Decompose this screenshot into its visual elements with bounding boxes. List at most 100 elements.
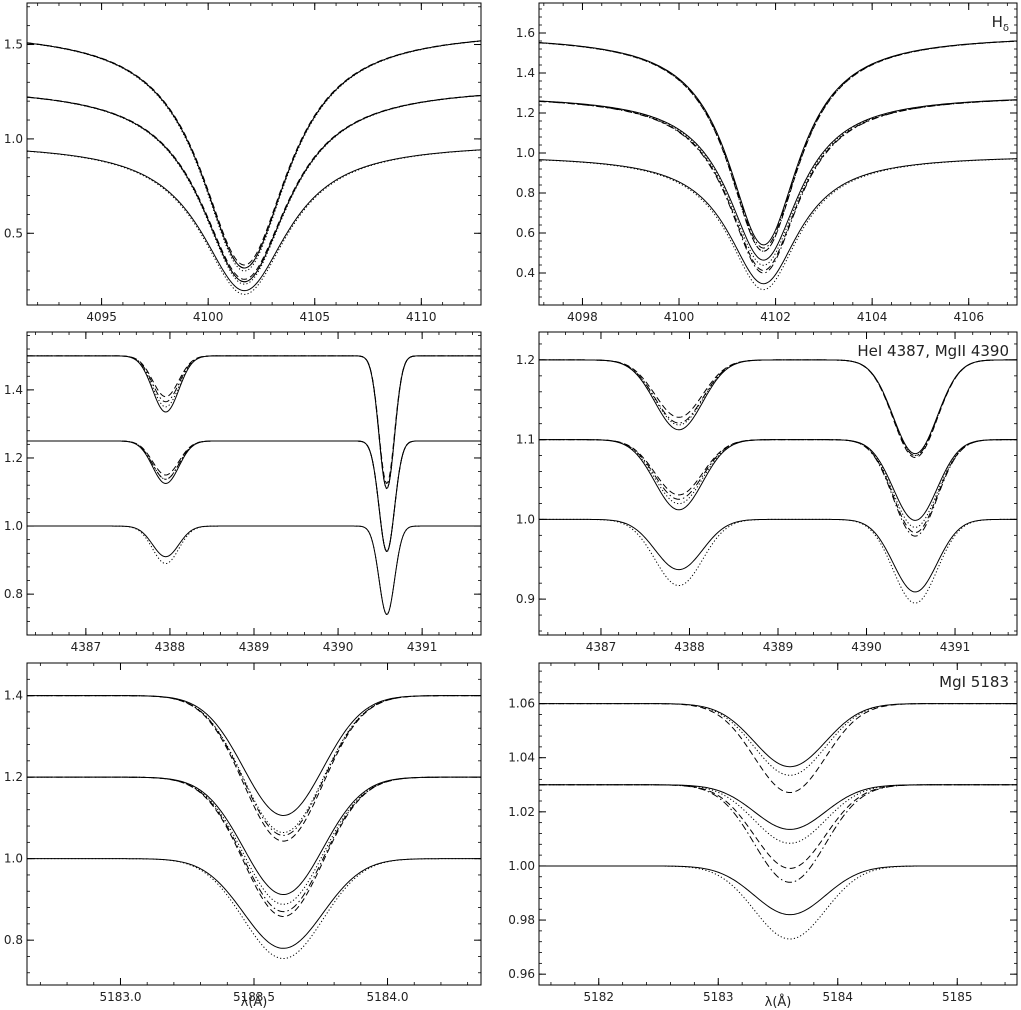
x-tick-label: 4100 — [193, 310, 224, 324]
y-tick-label: 0.8 — [516, 186, 535, 200]
panel-title: MgI 5183 — [939, 673, 1009, 691]
series-line-group1-dashed — [539, 40, 1017, 252]
panel-5: 5183.0 5183.5 5184.0 0.8 1.0 1.2 1.4 λ(Å) — [4, 662, 482, 1010]
series-line-group1-dashed — [27, 355, 481, 484]
series-line-group3-solid — [27, 149, 481, 292]
y-tick-label: 1.2 — [4, 770, 23, 784]
spectra — [539, 703, 1017, 940]
series-line-group3-solid — [27, 858, 481, 949]
spectra — [27, 695, 481, 960]
x-tick-label: 4106 — [953, 310, 984, 324]
y-tick-label: 1.0 — [4, 132, 23, 146]
plot-frame — [26, 2, 482, 306]
y-tick-label: 1.2 — [516, 353, 535, 367]
series-line-group2-dashdot — [27, 95, 481, 283]
panel-1: 4095 4100 4105 4110 0.5 1.0 1.5 — [4, 2, 482, 324]
series-line-group2-dashdot — [27, 776, 481, 913]
series-line-group1-solid — [27, 355, 481, 490]
x-tick-label: 4388 — [674, 640, 705, 654]
plot-frame — [538, 2, 1018, 306]
x-tick-label: 5184 — [822, 990, 853, 1004]
x-tick-label: 4104 — [857, 310, 888, 324]
series-line-group3-dotted — [27, 858, 481, 960]
panel-4: 4387 4388 4389 4390 4391 0.9 1.0 1.1 1.2 HeI 4387… — [516, 331, 1018, 654]
y-tick-label: 1.00 — [508, 859, 535, 873]
series-line-group1-dashdot — [27, 695, 481, 836]
panel-2: 4098 4100 4102 4104 4106 0.4 0.6 0.8 1.0 1.2 1.4 1.… — [516, 2, 1018, 324]
x-tick-label: 5184.0 — [367, 990, 409, 1004]
x-tick-label: 4100 — [664, 310, 695, 324]
panel-6: 5182 5183 5184 5185 0.96 0.98 1.00 1.02 1.04 1.06… — [508, 662, 1018, 1010]
series-line-group2-solid — [27, 440, 481, 553]
y-tick-label: 0.8 — [4, 587, 23, 601]
series-line-group3-solid — [539, 158, 1017, 285]
series-line-group1-dotted — [27, 695, 481, 834]
x-tick-label: 4110 — [406, 310, 437, 324]
x-tick-label: 4391 — [940, 640, 971, 654]
y-tick-label: 0.9 — [516, 592, 535, 606]
series-line-group2-dotted — [539, 99, 1017, 266]
series-line-group1-dashed — [539, 359, 1017, 458]
series-line-group2-dashed — [539, 439, 1017, 534]
x-tick-label: 5183.5 — [233, 990, 275, 1004]
panel-title: HeI 4387, MgII 4390 — [857, 342, 1009, 360]
series-line-group1-dashed — [27, 695, 481, 842]
x-tick-label: 4387 — [71, 640, 102, 654]
y-tick-label: 0.96 — [508, 967, 535, 981]
y-tick-label: 1.04 — [508, 751, 535, 765]
y-tick-label: 1.06 — [508, 697, 535, 711]
series-line-group3-dotted — [27, 149, 481, 295]
y-tick-label: 1.1 — [516, 433, 535, 447]
series-line-group2-dashed — [27, 440, 481, 553]
series-line-group2-dashdot — [27, 440, 481, 553]
series-line-group2-dashed — [27, 776, 481, 918]
series-line-group3-solid — [27, 525, 481, 616]
series-line-group3-dotted — [539, 518, 1017, 604]
y-tick-label: 0.5 — [4, 226, 23, 240]
plot-frame — [538, 331, 1018, 636]
series-line-group2-dashdot — [539, 99, 1017, 274]
x-tick-label: 4389 — [763, 640, 794, 654]
x-axis-title: λ(Å) — [241, 994, 268, 1010]
y-tick-label: 0.4 — [516, 266, 535, 280]
y-tick-label: 1.02 — [508, 805, 535, 819]
x-tick-label: 4388 — [155, 640, 186, 654]
series-line-group2-solid — [539, 439, 1017, 521]
x-tick-label: 5185 — [942, 990, 973, 1004]
panel-title: Hδ — [992, 13, 1009, 34]
series-line-group3-dotted — [539, 158, 1017, 291]
y-tick-label: 0.8 — [4, 933, 23, 947]
series-line-group2-dashdot — [539, 784, 1017, 883]
series-line-group1-dashdot — [539, 359, 1017, 457]
spectra — [27, 40, 481, 295]
series-line-group1-dashdot — [27, 355, 481, 490]
x-axis-title: λ(Å) — [765, 994, 792, 1010]
y-tick-label: 1.0 — [516, 512, 535, 526]
series-line-group2-dotted — [27, 95, 481, 285]
y-tick-label: 1.0 — [4, 519, 23, 533]
series-line-group2-solid — [539, 784, 1017, 830]
y-tick-label: 1.6 — [516, 26, 535, 40]
y-tick-label: 0.98 — [508, 913, 535, 927]
x-tick-label: 4390 — [851, 640, 882, 654]
series-line-group2-dashdot — [539, 439, 1017, 537]
spectra — [539, 359, 1017, 604]
y-tick-label: 1.0 — [516, 146, 535, 160]
x-tick-label: 5183.0 — [99, 990, 141, 1004]
y-tick-label: 1.0 — [4, 852, 23, 866]
panel-3: 4387 4388 4389 4390 4391 0.8 1.0 1.2 1.4 — [4, 331, 482, 654]
x-tick-label: 4102 — [760, 310, 791, 324]
series-line-group2-dotted — [27, 440, 481, 553]
x-tick-label: 4390 — [323, 640, 354, 654]
y-tick-label: 0.6 — [516, 226, 535, 240]
series-line-group3-dotted — [27, 525, 481, 616]
y-tick-label: 1.4 — [4, 383, 23, 397]
x-tick-label: 4095 — [86, 310, 117, 324]
y-tick-label: 1.4 — [516, 66, 535, 80]
plot-frame — [26, 331, 482, 636]
series-line-group1-solid — [539, 703, 1017, 768]
series-line-group2-dashed — [539, 784, 1017, 869]
panel-title-subscript: δ — [1003, 23, 1009, 34]
x-tick-label: 5182 — [583, 990, 614, 1004]
